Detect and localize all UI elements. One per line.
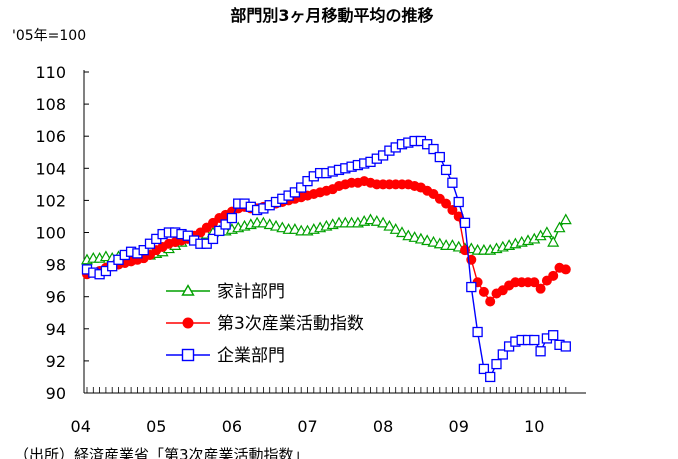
data-point <box>440 164 452 176</box>
data-point <box>364 213 377 225</box>
data-point <box>441 198 452 209</box>
y-tick-label: 94 <box>46 320 66 339</box>
data-point <box>207 233 219 245</box>
y-tick-label: 104 <box>35 159 66 178</box>
unit-label: '05年=100 <box>12 28 86 44</box>
y-tick-label: 98 <box>46 256 66 275</box>
data-point <box>414 232 427 244</box>
y-tick-label: 100 <box>35 224 66 243</box>
y-tick-label: 108 <box>35 95 66 114</box>
data-point <box>447 177 458 188</box>
x-tick-label: 10 <box>524 417 544 436</box>
data-point <box>107 261 118 272</box>
x-tick-label: 06 <box>222 417 242 436</box>
x-tick-label: 04 <box>71 417 91 436</box>
data-point <box>447 205 458 216</box>
data-point <box>446 239 459 250</box>
data-point <box>288 223 301 234</box>
data-point <box>491 358 502 370</box>
data-point <box>257 216 270 228</box>
x-tick-label: 08 <box>373 417 393 436</box>
data-point <box>428 143 439 155</box>
data-point <box>472 326 483 338</box>
legend-item-household: 家計部門 <box>166 282 285 302</box>
data-point <box>529 277 540 288</box>
y-tick-label: 102 <box>35 191 66 210</box>
data-point <box>548 270 559 281</box>
data-point <box>535 283 546 294</box>
data-point <box>478 363 490 375</box>
y-tick-label: 90 <box>46 384 66 403</box>
legend-label: 第3次産業活動指数 <box>217 314 364 334</box>
legend-marker-circle-filled <box>182 317 194 329</box>
data-point <box>560 341 571 352</box>
legend-label: 家計部門 <box>217 282 285 302</box>
x-tick-label: 09 <box>449 417 469 436</box>
data-point <box>263 218 276 230</box>
data-point <box>478 286 489 297</box>
legend-item-corporate: 企業部門 <box>166 346 285 366</box>
data-point <box>459 217 471 229</box>
data-point <box>296 182 307 193</box>
data-point <box>226 212 238 224</box>
data-point <box>138 245 149 256</box>
data-point <box>402 229 415 241</box>
data-point <box>427 235 440 247</box>
x-tick-label: 05 <box>146 417 166 436</box>
data-point <box>377 216 390 228</box>
x-tick-label: 07 <box>297 417 317 436</box>
data-point <box>535 346 546 357</box>
y-tick-label: 106 <box>35 127 66 146</box>
data-point <box>466 281 477 293</box>
data-point <box>214 225 225 237</box>
legend-item-tertiary-index: 第3次産業活動指数 <box>166 314 364 334</box>
data-point <box>553 221 566 233</box>
data-point <box>370 215 383 226</box>
data-point <box>395 226 409 238</box>
data-point <box>548 330 559 341</box>
data-point <box>389 223 402 234</box>
data-point <box>547 235 560 247</box>
data-point <box>485 371 496 383</box>
data-point <box>485 296 496 307</box>
y-tick-label: 92 <box>46 352 66 371</box>
y-tick-label: 110 <box>35 63 66 82</box>
source-note: （出所）経済産業省「第3次産業活動指数」 <box>14 446 309 459</box>
data-point <box>529 334 540 346</box>
data-point <box>408 231 421 242</box>
legend-marker-square-open <box>181 348 195 362</box>
data-point <box>434 151 445 163</box>
data-point <box>276 221 289 233</box>
y-tick-label: 96 <box>46 288 66 307</box>
series-corporate <box>81 135 571 383</box>
data-point <box>560 264 571 275</box>
data-point <box>433 237 446 249</box>
data-point <box>220 219 231 230</box>
chart-title: 部門別3ヶ月移動平均の推移 <box>230 6 433 25</box>
data-point <box>540 226 553 238</box>
legend-marker-triangle-open <box>181 284 195 296</box>
data-point <box>383 219 396 231</box>
data-point <box>453 196 464 208</box>
data-point <box>497 349 508 360</box>
legend-label: 企業部門 <box>217 346 285 366</box>
data-point <box>99 250 112 262</box>
data-point <box>421 234 434 246</box>
data-point <box>269 219 283 231</box>
data-point <box>559 213 572 225</box>
legend: 家計部門 第3次産業活動指数 企業部門 <box>166 282 364 366</box>
